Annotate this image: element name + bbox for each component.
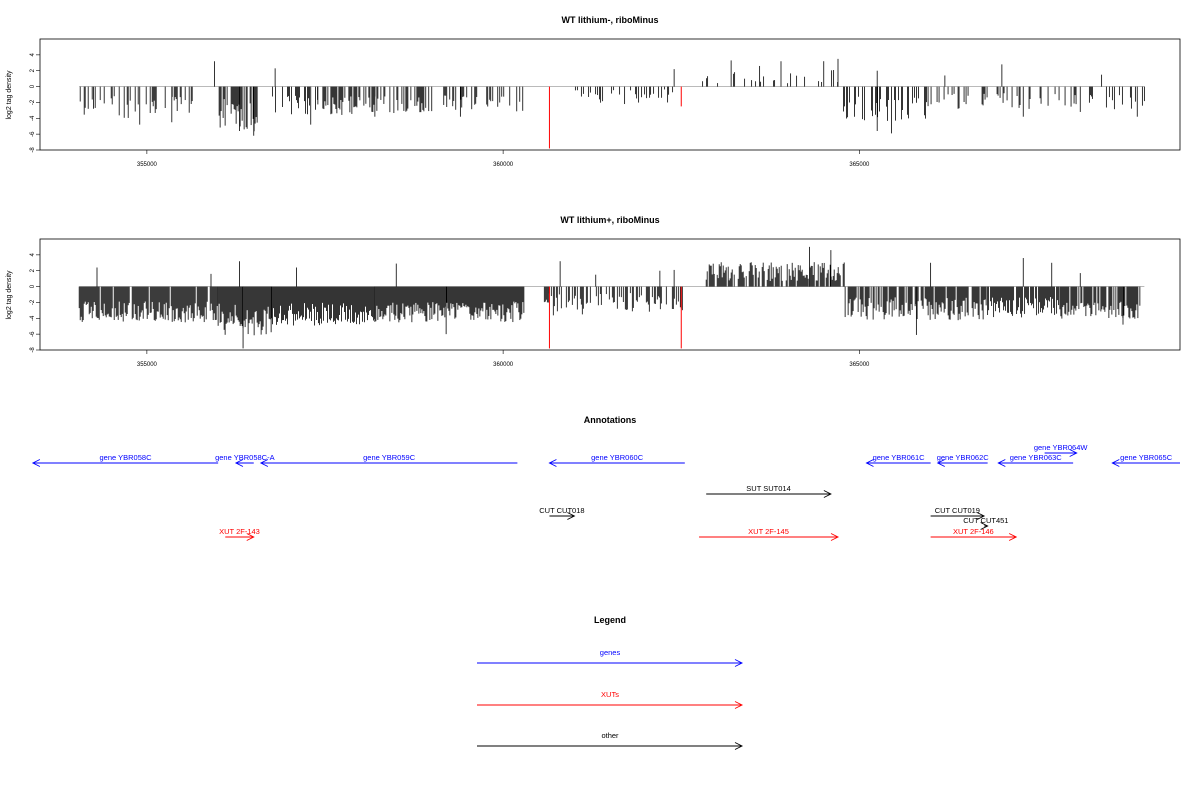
arrow-head	[865, 459, 874, 467]
x-tick-label: 355000	[137, 162, 158, 168]
y-axis-label: log2 tag density	[6, 70, 13, 120]
y-tick-label: 0	[30, 284, 36, 288]
y-tick-label: 2	[30, 68, 36, 72]
annotation-label: XUT 2F-145	[748, 527, 789, 536]
y-tick-label: 4	[30, 253, 36, 257]
x-tick-label: 360000	[493, 362, 514, 368]
arrow-head	[1069, 449, 1078, 457]
arrow-head	[1111, 459, 1120, 467]
legend-label: genes	[600, 648, 621, 657]
bars	[79, 58, 1145, 149]
annotation-other: CUT CUT451	[963, 516, 1008, 530]
panel-lithium-plus: WT lithium+, riboMinus log2 tag density …	[6, 215, 1181, 368]
annotation-other: CUT CUT019	[930, 506, 986, 520]
y-tick-label: -4	[30, 315, 36, 321]
annotation-xut: XUT 2F-143	[219, 527, 260, 541]
x-tick-label: 360000	[493, 162, 514, 168]
arrow-head	[548, 459, 557, 467]
y-tick-label: -2	[30, 299, 36, 305]
panel-title: WT lithium+, riboMinus	[560, 215, 659, 225]
legend-label: other	[601, 731, 619, 740]
arrow-head	[997, 459, 1006, 467]
arrow-head	[234, 459, 244, 467]
y-tick-label: 2	[30, 268, 36, 272]
annotation-label: gene YBR064W	[1034, 443, 1089, 452]
annotation-label: CUT CUT018	[539, 506, 584, 515]
annotation-other: CUT CUT018	[539, 506, 585, 520]
legend: Legend genes XUTs other	[477, 615, 744, 750]
annotation-gene: gene YBR058C	[31, 453, 219, 467]
annotation-label: gene YBR060C	[591, 453, 644, 462]
y-tick-label: -6	[30, 331, 36, 337]
y-tick-label: -8	[30, 147, 36, 153]
annotation-xut: XUT 2F-146	[930, 527, 1018, 541]
x-tick-label: 365000	[849, 362, 870, 368]
legend-item-other: other	[477, 731, 744, 750]
annotation-label: XUT 2F-146	[953, 527, 994, 536]
annotation-gene: gene YBR064W	[1034, 443, 1089, 457]
arrow-head	[246, 533, 255, 541]
annotation-gene: gene YBR062C	[936, 453, 990, 467]
panel-title: WT lithium-, riboMinus	[562, 15, 659, 25]
arrow-head	[976, 512, 986, 520]
annotation-gene: gene YBR059C	[259, 453, 518, 467]
y-tick-label: 4	[30, 53, 36, 57]
annotation-label: gene YBR065C	[1120, 453, 1173, 462]
arrow-head	[823, 490, 832, 498]
legend-title: Legend	[594, 615, 626, 625]
annotation-label: gene YBR059C	[363, 453, 416, 462]
arrow-head	[936, 459, 945, 467]
arrow-head	[567, 512, 576, 520]
annotation-gene: gene YBR063C	[997, 453, 1074, 467]
y-tick-label: -2	[30, 99, 36, 105]
arrow-head	[734, 742, 744, 750]
legend-label: XUTs	[601, 690, 619, 699]
annotations-title: Annotations	[584, 415, 637, 425]
arrow-head	[259, 459, 269, 467]
legend-item-xut: XUTs	[477, 690, 744, 709]
axis-ticks: -8 -6 -4 -2 0 2 4 355000 360000 365000	[30, 253, 870, 368]
annotation-label: SUT SUT014	[746, 484, 790, 493]
arrow-head	[734, 659, 744, 667]
annotation-features: gene YBR058C gene YBR058C-A gene YBR059C ge…	[31, 443, 1180, 541]
y-axis-label: log2 tag density	[6, 270, 13, 320]
y-tick-label: -8	[30, 347, 36, 353]
arrow-head	[980, 522, 989, 530]
annotation-label: gene YBR062C	[937, 453, 990, 462]
arrow-head	[31, 459, 41, 467]
annotation-label: gene YBR058C	[100, 453, 153, 462]
legend-items: genes XUTs other	[477, 648, 744, 750]
annotation-gene: gene YBR061C	[865, 453, 931, 467]
annotation-other: SUT SUT014	[706, 484, 832, 498]
annotation-label: gene YBR063C	[1010, 453, 1063, 462]
y-tick-label: -4	[30, 115, 36, 121]
x-tick-label: 355000	[137, 362, 158, 368]
x-tick-label: 365000	[849, 162, 870, 168]
annotation-label: CUT CUT451	[963, 516, 1008, 525]
arrow-head	[830, 533, 840, 541]
annotation-label: XUT 2F-143	[219, 527, 260, 536]
arrow-head	[734, 701, 744, 709]
annotation-label: gene YBR061C	[873, 453, 926, 462]
plot-frame	[39, 38, 1181, 151]
annotation-label: CUT CUT019	[935, 506, 980, 515]
legend-item-gene: genes	[477, 648, 744, 667]
panel-lithium-minus: WT lithium-, riboMinus log2 tag density …	[6, 15, 1181, 168]
y-tick-label: 0	[30, 84, 36, 88]
plot-frame	[39, 238, 1181, 351]
annotations-panel: Annotations gene YBR058C gene YBR058C-A ge…	[31, 415, 1180, 541]
bars	[78, 246, 1145, 349]
annotation-gene: gene YBR058C-A	[215, 453, 275, 467]
y-tick-label: -6	[30, 131, 36, 137]
annotation-gene: gene YBR065C	[1111, 453, 1180, 467]
annotation-gene: gene YBR060C	[548, 453, 685, 467]
axis-ticks: -8 -6 -4 -2 0 2 4 355000 360000 365000	[30, 53, 870, 168]
annotation-label: gene YBR058C-A	[215, 453, 274, 462]
annotation-xut: XUT 2F-145	[699, 527, 840, 541]
arrow-head	[1008, 533, 1018, 541]
